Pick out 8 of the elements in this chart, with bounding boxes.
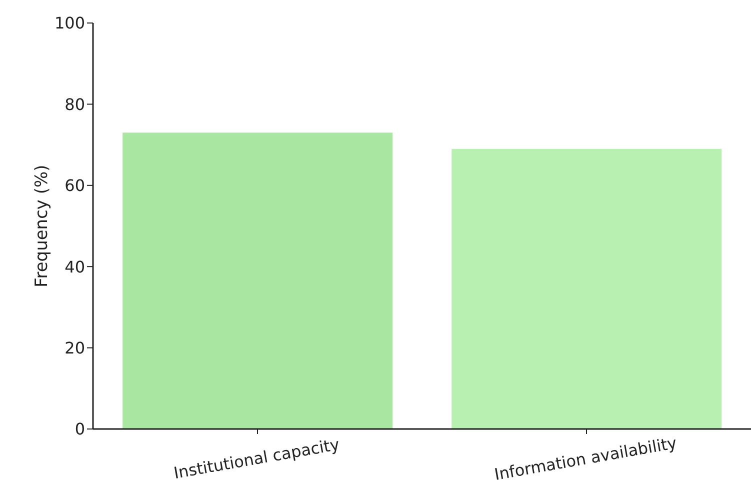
y-axis-title: Frequency (%) xyxy=(32,164,52,288)
y-tick-label: 40 xyxy=(64,257,85,276)
y-tick-label: 80 xyxy=(64,94,85,114)
y-tick-label: 0 xyxy=(74,420,85,439)
x-tick-label: Information availability xyxy=(492,433,678,484)
y-tick-label: 100 xyxy=(54,14,85,33)
y-tick-label: 20 xyxy=(64,338,85,358)
y-tick-label: 60 xyxy=(64,176,85,196)
